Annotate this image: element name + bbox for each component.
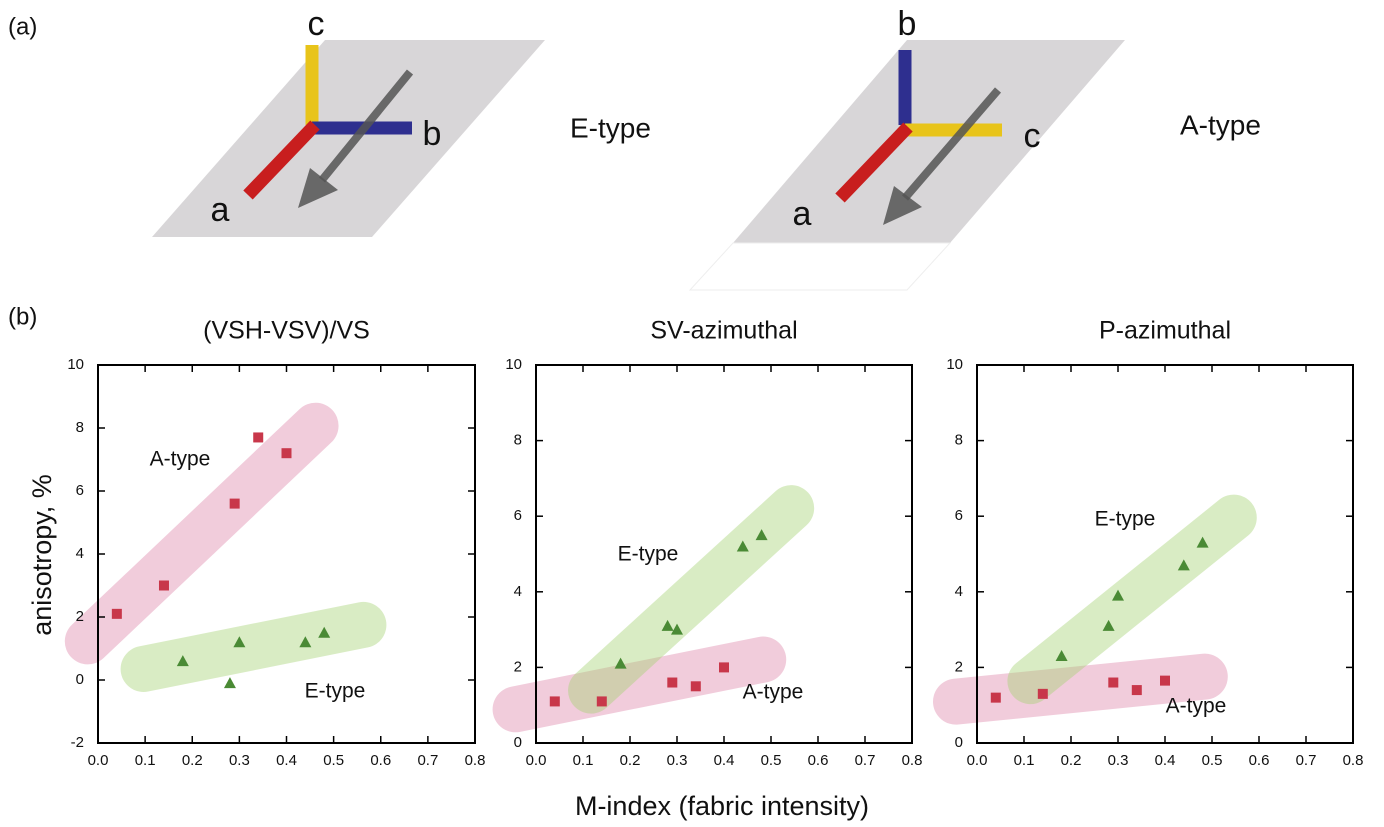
y-tick-label: -2 (71, 734, 84, 751)
y-tick-label: 2 (955, 658, 963, 675)
y-tick-label: 0 (514, 734, 522, 751)
axis-label: b (898, 5, 917, 43)
x-tick-label: 0.0 (967, 752, 988, 769)
x-tick-label: 0.4 (1155, 752, 1176, 769)
x-tick-label: 0.2 (1061, 752, 1082, 769)
x-tick-label: 0.0 (526, 752, 547, 769)
point (1038, 689, 1048, 699)
point (1108, 678, 1118, 688)
point (991, 693, 1001, 703)
x-tick-label: 0.6 (370, 752, 391, 769)
series-label: A-type (743, 681, 804, 704)
x-tick-label: 0.7 (417, 752, 438, 769)
y-tick-label: 10 (67, 356, 84, 373)
x-tick-label: 0.0 (88, 752, 109, 769)
y-tick-label: 2 (76, 608, 84, 625)
chart-title: P-azimuthal (1099, 317, 1231, 345)
x-tick-label: 0.5 (761, 752, 782, 769)
x-tick-label: 0.1 (573, 752, 594, 769)
point (691, 681, 701, 691)
series-label: E-type (1095, 508, 1156, 531)
type-label: E-type (570, 112, 651, 143)
chart-title: SV-azimuthal (650, 317, 797, 345)
y-tick-label: 0 (76, 671, 84, 688)
point (159, 581, 169, 591)
group-band (144, 625, 364, 669)
axis-label: b (423, 115, 442, 153)
y-tick-label: 8 (76, 419, 84, 436)
y-tick-label: 8 (514, 432, 522, 449)
y-axis-label: anisotropy, % (27, 474, 57, 636)
x-tick-label: 0.8 (902, 752, 923, 769)
x-tick-label: 0.3 (667, 752, 688, 769)
series-label: E-type (305, 680, 366, 703)
x-tick-label: 0.4 (276, 752, 297, 769)
panel-label: (a) (8, 13, 37, 40)
point (667, 678, 677, 688)
panel-label: (b) (8, 303, 37, 330)
y-tick-label: 10 (946, 356, 963, 373)
series-label: A-type (1166, 695, 1227, 718)
axis-label: c (308, 5, 325, 43)
chart: P-azimuthal 0.0 0.1 0.2 0.3 0.4 0.5 0.6 0.7 0.8 0 2… (946, 317, 1363, 769)
figure: (a) (b) c b a E-type b c a A-type anisot… (0, 0, 1384, 827)
series-label: A-type (150, 448, 211, 471)
x-tick-label: 0.1 (135, 752, 156, 769)
x-tick-label: 0.8 (1343, 752, 1364, 769)
y-tick-label: 4 (76, 545, 84, 562)
point (282, 448, 292, 458)
crystal-diagram: c b a E-type (152, 5, 651, 237)
point (230, 499, 240, 509)
axis-label: a (793, 195, 812, 233)
y-tick-label: 0 (955, 734, 963, 751)
chart: (VSH-VSV)/VS 0.0 0.1 0.2 0.3 0.4 0.5 0.6 0.7 0.8 -… (67, 317, 485, 769)
y-tick-label: 8 (955, 432, 963, 449)
chart-title: (VSH-VSV)/VS (203, 317, 370, 345)
point (1160, 676, 1170, 686)
x-tick-label: 0.5 (323, 752, 344, 769)
y-tick-label: 2 (514, 658, 522, 675)
point (550, 696, 560, 706)
type-label: A-type (1180, 109, 1261, 140)
x-tick-label: 0.3 (1108, 752, 1129, 769)
point (253, 432, 263, 442)
y-tick-label: 10 (505, 356, 522, 373)
axis-label: c (1024, 117, 1041, 155)
point (719, 662, 729, 672)
y-tick-label: 4 (955, 583, 963, 600)
point (224, 677, 236, 688)
crystal-diagram: b c a A-type (690, 5, 1261, 290)
y-tick-label: 4 (514, 583, 522, 600)
x-tick-label: 0.7 (855, 752, 876, 769)
x-tick-label: 0.7 (1296, 752, 1317, 769)
point (112, 609, 122, 619)
x-tick-label: 0.8 (465, 752, 486, 769)
x-axis-label: M-index (fabric intensity) (575, 791, 869, 821)
series-label: E-type (618, 543, 679, 566)
plane-edge (690, 243, 950, 290)
axis-label: a (211, 191, 230, 229)
x-tick-label: 0.4 (714, 752, 735, 769)
y-tick-label: 6 (955, 507, 963, 524)
x-tick-label: 0.2 (620, 752, 641, 769)
x-tick-label: 0.2 (182, 752, 203, 769)
point (597, 696, 607, 706)
point (1132, 685, 1142, 695)
y-tick-label: 6 (76, 482, 84, 499)
y-tick-label: 6 (514, 507, 522, 524)
x-tick-label: 0.5 (1202, 752, 1223, 769)
x-tick-label: 0.1 (1014, 752, 1035, 769)
x-tick-label: 0.6 (808, 752, 829, 769)
x-tick-label: 0.6 (1249, 752, 1270, 769)
chart: SV-azimuthal 0.0 0.1 0.2 0.3 0.4 0.5 0.6 0.7 0.8 0… (505, 317, 922, 769)
x-tick-label: 0.3 (229, 752, 250, 769)
